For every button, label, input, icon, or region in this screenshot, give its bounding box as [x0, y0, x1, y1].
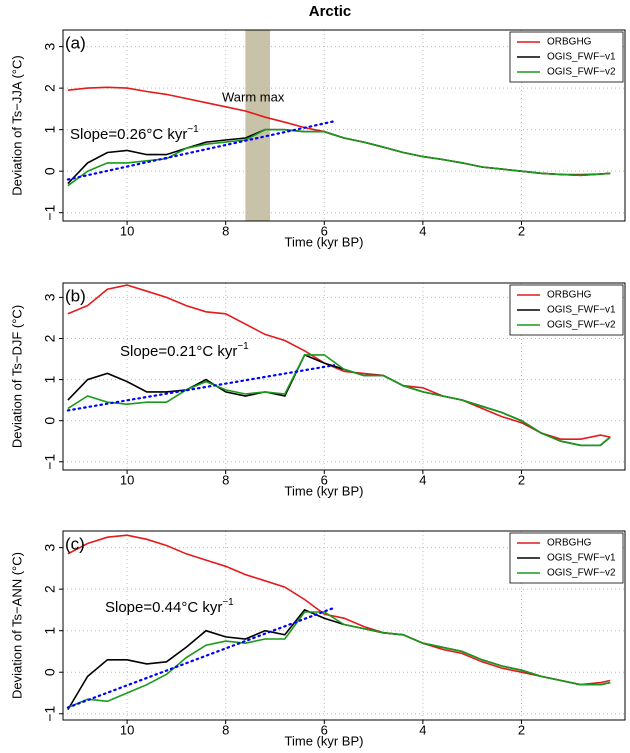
x-tick-label: 10 [120, 722, 134, 737]
x-tick-label: 2 [518, 223, 525, 238]
series-line [67, 608, 611, 711]
slope-annotation: Slope=0.21°C kyr−1 [120, 341, 249, 360]
trend-line [66, 606, 336, 709]
x-tick-label: 2 [518, 472, 525, 487]
y-tick-label: 2 [42, 585, 58, 593]
slope-superscript: −1 [222, 597, 234, 608]
trend-line [66, 364, 336, 412]
y-tick-label: −1 [42, 454, 58, 470]
legend-label: ORBGHG [547, 37, 592, 48]
x-tick-label: 10 [120, 472, 134, 487]
warm-band [245, 30, 271, 221]
y-tick-label: 0 [42, 417, 58, 425]
x-tick-label: 10 [120, 223, 134, 238]
x-tick-label: 6 [321, 722, 328, 737]
legend-label: OGIS_FWF−v2 [547, 67, 616, 78]
x-tick-label: 8 [222, 472, 229, 487]
plot-frame [62, 29, 626, 222]
series-line [67, 284, 611, 440]
y-tick-label: 1 [42, 627, 58, 635]
slope-superscript: −1 [237, 341, 249, 352]
y-tick-label: 1 [42, 126, 58, 134]
legend-label: OGIS_FWF−v1 [547, 52, 616, 63]
y-tick-label: 1 [42, 375, 58, 383]
legend-label: ORBGHG [547, 290, 592, 301]
x-tick-label: 6 [321, 223, 328, 238]
x-axis-label: Time (kyr BP) [285, 733, 364, 748]
y-tick-label: 2 [42, 334, 58, 342]
series-line [67, 354, 611, 447]
y-tick-label: −1 [42, 205, 58, 221]
y-tick-label: 3 [42, 544, 58, 552]
y-tick-label: 3 [42, 293, 58, 301]
figure-title: Arctic [309, 3, 352, 20]
x-tick-label: 8 [222, 722, 229, 737]
slope-text: Slope=0.26°C kyr [70, 126, 187, 143]
plot-frame [62, 282, 626, 471]
slope-text: Slope=0.44°C kyr [105, 599, 222, 616]
legend-label: ORBGHG [547, 538, 592, 549]
x-tick-label: 2 [518, 722, 525, 737]
panel-label: (a) [65, 33, 86, 52]
shade-label: Warm max [222, 89, 285, 104]
panel-label: (c) [65, 534, 85, 553]
y-tick-label: 0 [42, 167, 58, 175]
x-tick-label: 6 [321, 472, 328, 487]
slope-annotation: Slope=0.26°C kyr−1 [70, 124, 199, 143]
y-tick-label: 0 [42, 668, 58, 676]
series-line [67, 611, 611, 709]
y-tick-label: −1 [42, 706, 58, 722]
slope-annotation: Slope=0.44°C kyr−1 [105, 597, 234, 616]
legend-label: OGIS_FWF−v1 [547, 305, 616, 316]
slope-text: Slope=0.21°C kyr [120, 343, 237, 360]
legend-box [509, 31, 624, 83]
y-tick-label: 3 [42, 43, 58, 51]
series-line [67, 534, 611, 686]
y-axis-label: Deviation of Ts−DJF (°C) [9, 305, 24, 448]
legend-label: OGIS_FWF−v1 [547, 553, 616, 564]
y-axis-label: Deviation of Ts−ANN (°C) [9, 552, 24, 699]
slope-superscript: −1 [187, 124, 199, 135]
x-tick-label: 4 [419, 472, 426, 487]
trend-line [66, 120, 336, 181]
y-axis-label: Deviation of Ts−JJA (°C) [9, 55, 24, 195]
x-tick-label: 4 [419, 722, 426, 737]
panel-label: (b) [65, 286, 86, 305]
x-tick-label: 4 [419, 223, 426, 238]
series-line [67, 353, 611, 447]
y-tick-label: 2 [42, 84, 58, 92]
x-axis-label: Time (kyr BP) [285, 234, 364, 249]
legend-label: OGIS_FWF−v2 [547, 320, 616, 331]
legend-label: OGIS_FWF−v2 [547, 568, 616, 579]
x-tick-label: 8 [222, 223, 229, 238]
x-axis-label: Time (kyr BP) [285, 483, 364, 498]
plot-frame [62, 530, 626, 721]
